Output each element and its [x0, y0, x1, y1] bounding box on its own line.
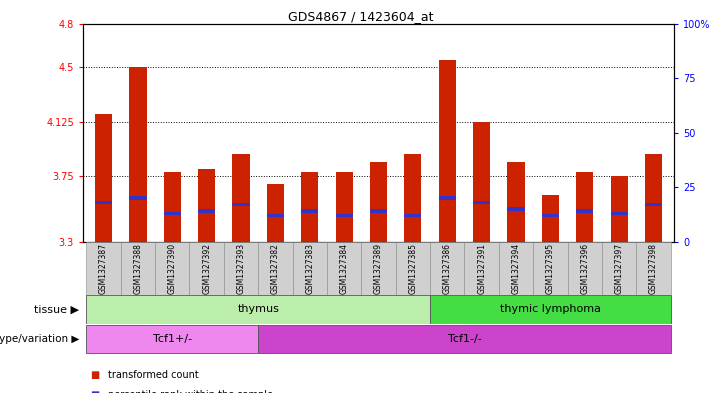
Bar — [534, 242, 567, 295]
Bar — [129, 67, 146, 242]
Bar — [198, 209, 216, 213]
Bar — [258, 242, 293, 295]
Text: GSM1327389: GSM1327389 — [374, 243, 383, 294]
Bar — [396, 242, 430, 295]
Bar — [611, 211, 628, 215]
Text: GSM1327393: GSM1327393 — [236, 243, 246, 294]
Text: thymic lymphoma: thymic lymphoma — [500, 305, 601, 314]
Bar — [87, 325, 258, 353]
Bar — [567, 242, 602, 295]
Bar — [232, 154, 249, 242]
Text: GSM1327390: GSM1327390 — [168, 243, 177, 294]
Text: thymus: thymus — [237, 305, 279, 314]
Bar — [508, 162, 525, 242]
Bar — [120, 242, 155, 295]
Text: Tcf1+/-: Tcf1+/- — [153, 334, 192, 344]
Bar — [155, 242, 190, 295]
Bar — [198, 169, 216, 242]
Bar — [335, 172, 353, 242]
Bar — [541, 195, 559, 242]
Text: GSM1327383: GSM1327383 — [305, 243, 314, 294]
Bar — [645, 203, 662, 206]
Bar — [267, 184, 284, 242]
Bar — [164, 172, 181, 242]
Bar — [267, 214, 284, 217]
Bar — [301, 209, 319, 213]
Bar — [576, 209, 593, 213]
Text: GSM1327388: GSM1327388 — [133, 243, 143, 294]
Text: GSM1327394: GSM1327394 — [511, 243, 521, 294]
Text: tissue ▶: tissue ▶ — [35, 305, 79, 314]
Text: GSM1327385: GSM1327385 — [408, 243, 417, 294]
Bar — [508, 207, 525, 211]
Bar — [499, 242, 534, 295]
Bar — [95, 200, 112, 204]
Text: ■: ■ — [90, 370, 99, 380]
Text: GSM1327391: GSM1327391 — [477, 243, 486, 294]
Text: Tcf1-/-: Tcf1-/- — [448, 334, 482, 344]
Bar — [541, 214, 559, 217]
Bar — [370, 209, 387, 213]
Bar — [438, 60, 456, 242]
Text: GDS4867 / 1423604_at: GDS4867 / 1423604_at — [288, 10, 433, 23]
Bar — [293, 242, 327, 295]
Bar — [129, 196, 146, 200]
Bar — [361, 242, 396, 295]
Bar — [404, 154, 422, 242]
Text: transformed count: transformed count — [108, 370, 199, 380]
Bar — [87, 242, 120, 295]
Bar — [327, 242, 361, 295]
Bar — [95, 114, 112, 242]
Bar — [611, 176, 628, 242]
Bar — [438, 196, 456, 200]
Text: GSM1327396: GSM1327396 — [580, 243, 589, 294]
Text: GSM1327384: GSM1327384 — [340, 243, 349, 294]
Text: GSM1327395: GSM1327395 — [546, 243, 555, 294]
Bar — [224, 242, 258, 295]
Text: GSM1327398: GSM1327398 — [649, 243, 658, 294]
Bar — [576, 172, 593, 242]
Text: percentile rank within the sample: percentile rank within the sample — [108, 390, 273, 393]
Text: GSM1327397: GSM1327397 — [614, 243, 624, 294]
Bar — [602, 242, 637, 295]
Bar — [87, 296, 430, 324]
Bar — [370, 162, 387, 242]
Bar — [430, 296, 671, 324]
Bar — [430, 242, 464, 295]
Bar — [301, 172, 319, 242]
Bar — [335, 214, 353, 217]
Bar — [258, 325, 671, 353]
Text: GSM1327392: GSM1327392 — [202, 243, 211, 294]
Bar — [404, 214, 422, 217]
Bar — [232, 203, 249, 206]
Text: genotype/variation ▶: genotype/variation ▶ — [0, 334, 79, 344]
Text: ■: ■ — [90, 390, 99, 393]
Bar — [473, 123, 490, 242]
Bar — [645, 154, 662, 242]
Text: GSM1327382: GSM1327382 — [271, 243, 280, 294]
Bar — [464, 242, 499, 295]
Bar — [473, 200, 490, 204]
Text: GSM1327387: GSM1327387 — [99, 243, 108, 294]
Bar — [164, 211, 181, 215]
Bar — [637, 242, 671, 295]
Bar — [190, 242, 224, 295]
Text: GSM1327386: GSM1327386 — [443, 243, 452, 294]
